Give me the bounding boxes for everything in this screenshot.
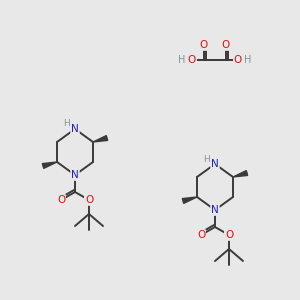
Polygon shape bbox=[182, 197, 197, 203]
Text: H: H bbox=[63, 119, 69, 128]
Polygon shape bbox=[233, 171, 248, 177]
Text: H: H bbox=[202, 154, 209, 164]
Polygon shape bbox=[42, 162, 57, 168]
Text: H: H bbox=[244, 55, 252, 65]
Text: N: N bbox=[211, 205, 219, 215]
Text: O: O bbox=[222, 40, 230, 50]
Text: O: O bbox=[200, 40, 208, 50]
Polygon shape bbox=[93, 136, 108, 142]
Text: N: N bbox=[71, 124, 79, 134]
Text: O: O bbox=[57, 195, 65, 205]
Text: O: O bbox=[234, 55, 242, 65]
Text: O: O bbox=[188, 55, 196, 65]
Text: H: H bbox=[178, 55, 186, 65]
Text: N: N bbox=[71, 170, 79, 180]
Text: O: O bbox=[197, 230, 205, 240]
Text: O: O bbox=[85, 195, 93, 205]
Text: O: O bbox=[225, 230, 233, 240]
Text: N: N bbox=[211, 159, 219, 169]
